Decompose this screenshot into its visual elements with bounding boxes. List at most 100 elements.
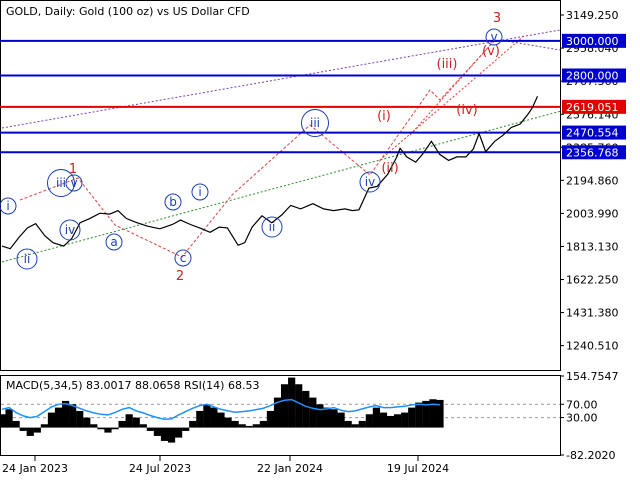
wave-label-circle [164, 193, 182, 211]
wave-label-circle [485, 28, 503, 46]
macd-bar [132, 417, 140, 428]
macd-bar [436, 399, 444, 428]
macd-bar [189, 420, 197, 428]
macd-bar [153, 427, 162, 436]
chart-title: GOLD, Daily: Gold (100 oz) vs US Dollar … [6, 5, 250, 18]
wave-label: i [6, 199, 9, 213]
level-tag-label: 2470.554 [566, 127, 619, 140]
macd-bar [245, 425, 253, 428]
wave-label: (v) [482, 44, 500, 59]
price-pane-frame [0, 0, 561, 371]
macd-bar [146, 427, 154, 431]
macd-bar [12, 420, 20, 428]
wave-label: iii [310, 116, 320, 130]
wave-channel-line [379, 34, 526, 161]
level-tag-label: 2619.051 [566, 101, 619, 114]
macd-bar [422, 400, 430, 428]
macd-bar [203, 404, 211, 428]
wave-label: (iii) [437, 57, 458, 72]
wave-label: (ii) [381, 161, 398, 176]
macd-bar [104, 427, 112, 433]
rsi-line [1, 398, 441, 421]
macd-bar [5, 409, 13, 428]
macd-bar [372, 407, 381, 428]
level-tag-label: 3000.000 [566, 35, 619, 48]
wave-channel-line [409, 39, 496, 136]
macd-bar [54, 407, 63, 428]
wave-label: iv [365, 175, 375, 189]
wave-label: ii [269, 220, 276, 234]
upper-channel-line [1, 29, 561, 129]
macd-bar [47, 412, 56, 428]
wave-label: i [198, 185, 201, 199]
indicator-y-tick-label: 154.7547 [566, 370, 619, 383]
wave-label-circle [301, 109, 329, 137]
wave-label: 1 [69, 162, 77, 177]
level-tag [562, 125, 626, 140]
wave-label: iv [65, 223, 75, 237]
macd-bar [97, 427, 105, 430]
macd-bar [351, 424, 359, 428]
macd-bar [316, 404, 324, 428]
indicator-y-tick-label: 30.00 [566, 412, 598, 425]
macd-bar [0, 414, 6, 428]
macd-bar [175, 427, 183, 438]
macd-bar [309, 397, 317, 428]
level-tag-label: 2356.768 [566, 146, 619, 159]
wave-label-circle [359, 171, 381, 193]
price-pane: 3(v)(iii)(iv)(i)(ii)12iiiiiiivvabciiiiii… [0, 11, 566, 284]
macd-bar [90, 424, 98, 428]
price-y-tick-label: 1813.130 [566, 240, 619, 253]
macd-bar [83, 417, 91, 428]
price-y-tick-label: 1622.250 [566, 274, 619, 287]
wave-label-circle [174, 249, 192, 267]
indicator-y-tick-label: -82.2020 [566, 449, 615, 462]
indicator-title: MACD(5,34,5) 83.0017 88.0658 RSI(14) 68.… [6, 379, 259, 392]
macd-bar [358, 420, 366, 428]
x-tick-label: 22 Jan 2024 [257, 462, 323, 475]
price-y-tick-label: 1431.380 [566, 307, 619, 320]
macd-bar [302, 390, 310, 428]
wave-label: 3 [493, 11, 501, 26]
macd-bar [69, 404, 77, 428]
macd-bar [401, 412, 409, 428]
indicator-y-tick-label: 70.00 [566, 398, 598, 411]
macd-bar [111, 427, 119, 430]
x-tick-label: 24 Jul 2023 [129, 462, 191, 475]
macd-bar [33, 427, 41, 433]
macd-bar [337, 412, 345, 428]
macd-bar [217, 412, 225, 428]
level-tag [562, 33, 626, 48]
macd-bar [323, 407, 331, 428]
wave-label-circle [261, 216, 283, 238]
macd-bar [238, 424, 246, 428]
wave-label: (iv) [456, 103, 477, 118]
macd-bar [61, 400, 70, 428]
price-y-tick-label: 2194.860 [566, 174, 619, 187]
support-trendline [1, 109, 566, 263]
wave-label-circle [0, 197, 17, 215]
macd-bar [139, 424, 147, 428]
macd-bar [330, 409, 338, 428]
level-tag-label: 2800.000 [566, 69, 619, 82]
macd-bar [125, 414, 133, 428]
macd-bar [365, 414, 373, 428]
macd-bar [266, 410, 275, 428]
macd-bar [415, 402, 423, 428]
wave-label: v [490, 30, 497, 44]
wave-label: a [110, 235, 117, 249]
wave-label: iii [56, 176, 66, 190]
macd-bar [288, 377, 296, 428]
macd-bar [182, 427, 190, 431]
price-y-tick-label: 2003.990 [566, 207, 619, 220]
wave-label: b [169, 195, 177, 209]
macd-bar [196, 410, 204, 428]
macd-bar [394, 414, 402, 428]
macd-bar [231, 420, 239, 428]
wave-path [19, 39, 496, 258]
wave-label-circle [59, 219, 81, 241]
x-tick-label: 24 Jan 2023 [2, 462, 68, 475]
level-tag [562, 68, 626, 83]
